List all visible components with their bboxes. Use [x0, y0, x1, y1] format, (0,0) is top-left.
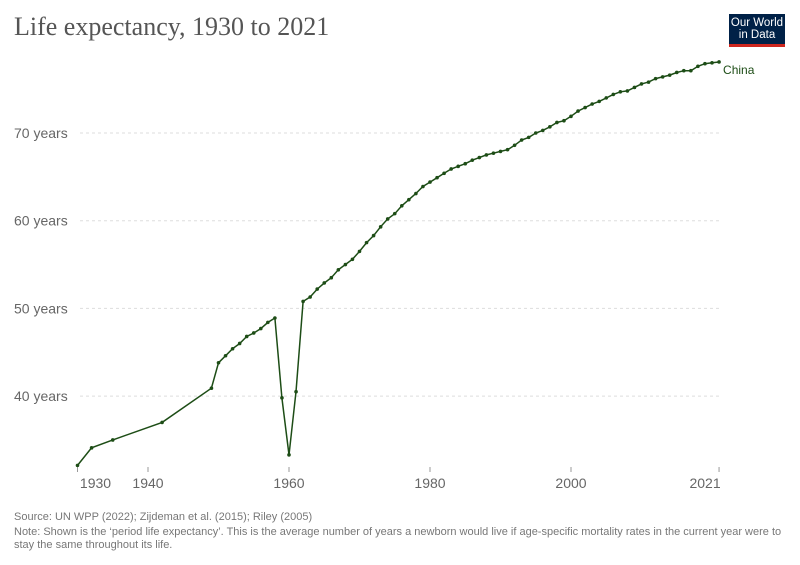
data-point: [266, 320, 270, 325]
data-point: [435, 175, 439, 180]
data-point: [512, 143, 517, 148]
data-point: [407, 197, 411, 202]
data-point: [632, 85, 637, 90]
data-point: [618, 89, 623, 94]
data-point: [682, 68, 686, 73]
data-point: [470, 158, 475, 162]
x-tick-label: 1960: [273, 475, 304, 491]
data-point: [280, 396, 284, 400]
data-point: [576, 109, 580, 113]
x-tick-label: 2021: [689, 475, 720, 491]
data-point: [414, 191, 418, 196]
data-point: [385, 217, 390, 221]
data-point: [442, 171, 446, 176]
data-point: [717, 60, 721, 64]
data-point: [428, 180, 432, 184]
x-tick-label: 1930: [80, 475, 111, 491]
data-point: [604, 96, 609, 100]
data-point: [110, 438, 115, 442]
data-point: [505, 147, 510, 152]
data-point: [216, 360, 221, 365]
data-point: [322, 281, 327, 285]
data-point: [400, 203, 404, 208]
data-point: [160, 420, 164, 425]
data-point: [533, 131, 538, 135]
series-label-china: China: [723, 63, 755, 77]
data-point: [639, 82, 644, 86]
data-point: [294, 389, 298, 394]
data-point: [548, 125, 552, 129]
data-point: [519, 138, 524, 142]
data-point: [491, 151, 496, 155]
data-point: [555, 120, 559, 125]
y-tick-label: 40 years: [14, 388, 68, 404]
data-point: [696, 64, 700, 69]
data-point: [343, 262, 348, 267]
data-point: [273, 316, 277, 320]
logo-line2: in Data: [738, 29, 776, 41]
data-point: [667, 73, 672, 77]
data-point: [301, 299, 305, 304]
data-point: [287, 453, 291, 457]
y-tick-label: 70 years: [14, 125, 68, 141]
data-point: [625, 89, 630, 93]
data-point: [449, 167, 453, 171]
data-point: [89, 446, 94, 450]
data-point: [526, 135, 531, 140]
data-point: [378, 225, 383, 229]
data-point: [308, 295, 312, 299]
data-point: [315, 287, 320, 291]
data-point: [259, 326, 263, 331]
data-point: [75, 463, 80, 468]
data-point: [209, 386, 214, 391]
data-point: [710, 61, 714, 65]
data-point: [583, 105, 587, 110]
data-point: [689, 68, 693, 73]
data-point: [597, 99, 601, 104]
x-tick-label: 1980: [414, 475, 445, 491]
data-point: [674, 70, 679, 75]
data-point: [562, 118, 566, 123]
x-tick-label: 2000: [555, 475, 586, 491]
logo-line1: Our World: [730, 17, 784, 29]
data-point: [611, 92, 616, 97]
data-point: [350, 257, 355, 262]
data-point: [251, 331, 256, 335]
data-point: [456, 164, 461, 169]
data-point: [703, 61, 707, 66]
data-point: [653, 76, 658, 81]
data-point: [477, 155, 482, 160]
note-text: Note: Shown is the ‘period life expectan…: [14, 526, 782, 551]
data-point: [244, 334, 249, 339]
data-point: [329, 275, 334, 280]
owid-logo[interactable]: Our World in Data: [729, 14, 785, 47]
data-point: [660, 75, 665, 79]
data-point: [498, 149, 503, 154]
chart-title: Life expectancy, 1930 to 2021: [14, 12, 330, 41]
data-point: [541, 128, 545, 133]
y-tick-label: 50 years: [14, 300, 68, 316]
data-point: [364, 240, 369, 245]
data-point: [392, 211, 397, 216]
x-tick-label: 1940: [132, 475, 163, 491]
data-point: [646, 80, 651, 84]
data-point: [421, 184, 425, 189]
data-point: [484, 153, 489, 157]
data-point: [336, 268, 341, 272]
data-point: [569, 114, 573, 119]
data-point: [371, 233, 376, 238]
data-point: [237, 341, 242, 346]
y-tick-label: 60 years: [14, 213, 68, 229]
line-chart: 40 years 50 years 60 years 70 years 1930 1940…: [14, 60, 755, 491]
series-line-china: [76, 61, 720, 466]
source-text: Source: UN WPP (2022); Zijdeman et al. (…: [14, 511, 313, 523]
data-point: [230, 346, 235, 351]
data-point: [590, 102, 594, 106]
data-point: [463, 161, 468, 166]
data-point: [223, 353, 228, 358]
data-point: [357, 249, 362, 254]
